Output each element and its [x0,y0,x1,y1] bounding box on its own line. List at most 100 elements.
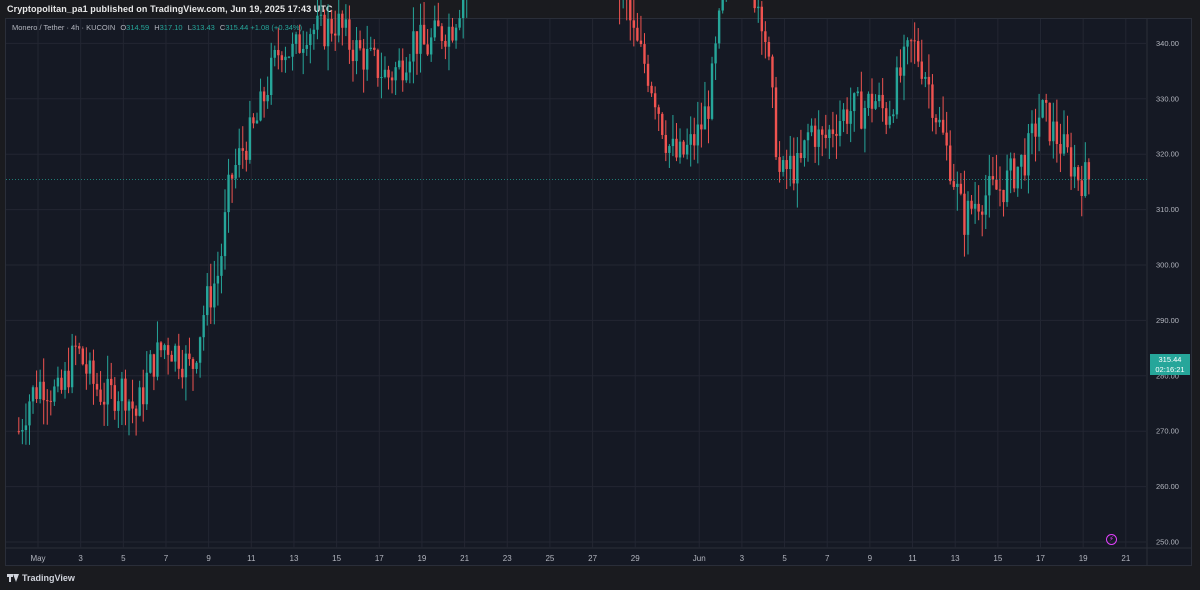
candle-body [902,46,906,76]
candle-body [856,91,859,94]
candle-body [1002,189,1005,203]
candle-body [664,134,668,153]
candle-body [860,91,863,129]
candle-body [42,381,45,401]
candle-body [668,146,671,153]
candle-body [266,95,269,102]
candle-body [188,353,191,360]
last-price-value: 315.44 [1158,355,1182,364]
candle-body [202,315,205,338]
candle-body [1020,154,1023,167]
x-tick-label: 15 [993,554,1002,563]
candle-body [949,145,952,182]
candle-body [17,431,21,433]
candle-body [67,370,70,388]
candle-body [323,14,326,47]
candle-body [394,67,397,81]
candle-body [714,43,717,64]
candle-body [906,40,909,47]
x-tick-label: 13 [951,554,960,563]
y-tick-label: 310.00 [1156,205,1179,214]
bolt-icon[interactable]: ⚡ [1106,534,1117,545]
candle-body [248,117,252,160]
x-tick-label: 5 [121,554,126,563]
candle-body [81,348,84,365]
chart-frame[interactable] [5,18,1192,566]
candle-body [753,0,756,9]
candle-body [273,49,276,58]
candle-body [28,401,31,426]
candle-body [924,76,927,79]
candle-body [259,91,262,121]
candle-body [767,42,771,57]
candle-body [113,385,116,411]
candle-body [195,362,198,369]
candle-body [909,40,913,42]
x-tick-label: May [30,554,45,563]
candle-body [881,94,884,109]
candle-body [835,133,838,136]
candle-body [166,345,170,355]
candle-body [38,381,42,400]
candle-body [56,377,60,387]
candle-body [49,400,52,402]
candle-body [1009,158,1012,171]
candle-body [671,138,675,147]
candle-body [88,360,92,374]
candle-body [213,283,216,308]
x-tick-label: 17 [375,554,384,563]
candle-body [241,148,244,151]
candle-body [131,401,134,409]
candle-body [1030,123,1034,134]
candle-body [444,40,447,47]
candle-body [298,34,301,53]
candle-body [74,345,77,347]
candle-body [771,56,774,88]
candle-body [764,31,767,43]
tradingview-logo[interactable]: TradingView [7,573,75,583]
candle-body [1044,100,1048,103]
candle-body [163,345,166,351]
candle-body [184,353,188,378]
x-tick-label: 27 [588,554,597,563]
x-tick-label: 11 [247,554,256,563]
candle-body [1066,134,1069,148]
bottom-bar [0,568,1200,590]
x-tick-label: 7 [164,554,169,563]
x-tick-label: 29 [631,554,640,563]
candle-body [892,114,895,117]
candle-body [198,337,202,363]
candle-body [415,31,419,54]
candle-body [149,354,152,373]
candle-body [270,57,273,96]
x-tick-label: 21 [460,554,469,563]
candle-body [693,134,696,146]
publisher-line: Cryptopolitan_pa1 published on TradingVi… [7,4,333,14]
candle-body [227,174,230,213]
candle-body [447,26,451,47]
candle-body [95,383,99,390]
candle-body [838,121,842,136]
candle-body [319,14,323,16]
legend-open-value: 314.59 [126,23,150,32]
x-tick-label: 9 [868,554,873,563]
candle-body [1080,180,1083,196]
candle-body [252,117,255,124]
candle-body [99,389,102,402]
candle-body [973,203,977,209]
candle-body [700,124,703,130]
candle-body [291,43,294,57]
candle-body [262,91,266,102]
candle-body [984,195,987,215]
candle-body [234,164,237,179]
candle-body [152,354,156,377]
candle-body [333,33,337,36]
candle-body [689,134,692,145]
x-tick-label: 17 [1036,554,1045,563]
candle-body [1023,154,1027,176]
candle-body [803,140,806,159]
candle-body [344,19,348,28]
candle-body [174,345,177,362]
legend-change-value: +1.08 (+0.34%) [250,23,303,32]
